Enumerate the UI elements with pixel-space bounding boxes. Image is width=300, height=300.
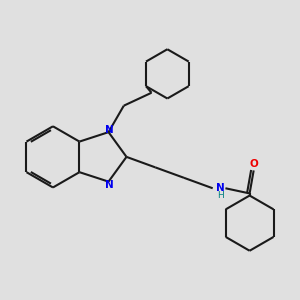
Text: N: N <box>105 180 114 190</box>
Text: H: H <box>217 191 224 200</box>
Text: N: N <box>216 183 225 193</box>
Text: N: N <box>105 125 114 135</box>
Text: O: O <box>249 160 258 170</box>
